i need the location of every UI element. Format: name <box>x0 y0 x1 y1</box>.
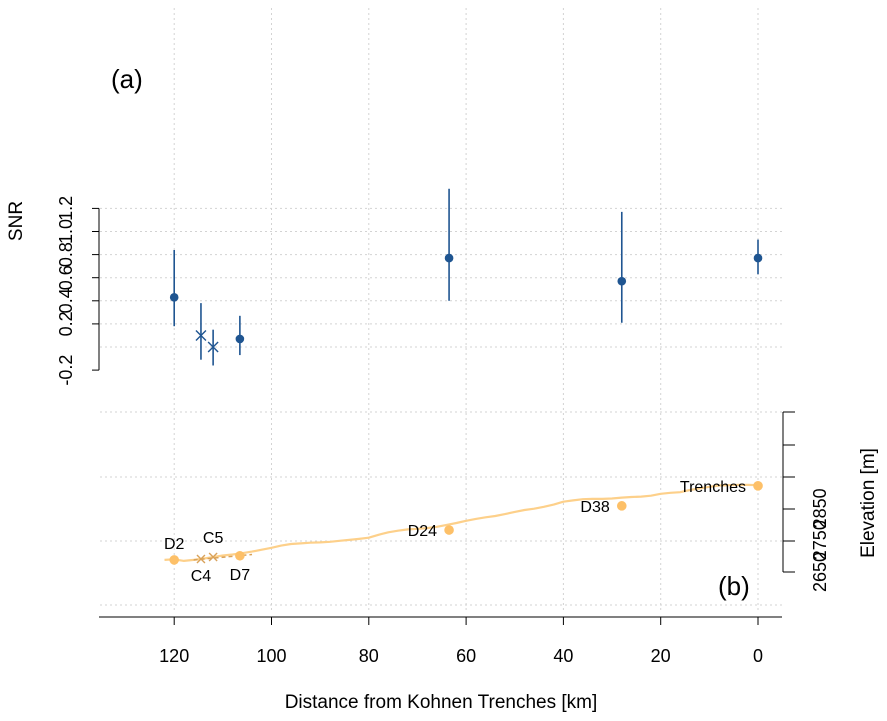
station-marker-c4 <box>196 554 206 564</box>
snr-point <box>235 334 245 344</box>
snr-tick-label: 0.8 <box>56 242 76 267</box>
grid-lines <box>100 8 782 612</box>
elevation-profile: D2 C4 C5 D7 D24 D38 Trenches <box>164 479 763 585</box>
station-marker-d24 <box>444 525 454 535</box>
snr-tick-label: -0.2 <box>56 355 76 386</box>
station-label-trenches: Trenches <box>680 479 746 496</box>
snr-tick-label: 0.4 <box>56 288 76 313</box>
elevation-tick-label: 2750 <box>810 520 830 560</box>
y-axis-label-elevation: Elevation [m] <box>858 448 879 558</box>
station-label-c5: C5 <box>203 530 224 547</box>
station-marker-d38 <box>616 501 627 511</box>
snr-tick-label: 1.0 <box>56 219 76 244</box>
snr-marks <box>169 188 763 366</box>
elevation-profile-line <box>164 483 759 562</box>
distance-tick-label: 60 <box>456 646 476 666</box>
station-marker-d7 <box>235 550 245 561</box>
elevation-tick-label: 2650 <box>810 552 830 592</box>
station-label-c4: C4 <box>191 568 212 585</box>
station-label-d2: D2 <box>164 536 185 553</box>
snr-point-cross <box>195 329 207 341</box>
snr-point-cross <box>207 341 219 353</box>
distance-tick-label: 80 <box>359 646 379 666</box>
station-marker-c5 <box>208 552 218 562</box>
snr-tick-label: 1.2 <box>56 196 76 221</box>
elevation-tick-label: 2850 <box>810 488 830 528</box>
station-marker-d2 <box>169 555 179 565</box>
station-label-d7: D7 <box>230 567 251 584</box>
station-label-d24: D24 <box>408 523 437 540</box>
station-label-d38: D38 <box>580 499 609 516</box>
distance-tick-label: 100 <box>256 646 286 666</box>
x-axis-label: Distance from Kohnen Trenches [km] <box>285 692 598 713</box>
panel-a-label: (a) <box>111 64 143 94</box>
panel-b-label: (b) <box>718 571 750 601</box>
distance-tick-label: 20 <box>651 646 671 666</box>
cross-branch-line <box>193 553 253 561</box>
snr-point <box>444 253 454 263</box>
distance-tick-label: 120 <box>159 646 189 666</box>
station-marker-trenches <box>753 481 763 491</box>
y-axis-label-snr: SNR <box>6 201 27 241</box>
snr-tick-label: 0.6 <box>56 265 76 290</box>
distance-tick-label: 0 <box>753 646 763 666</box>
snr-point <box>617 276 627 286</box>
distance-tick-label: 40 <box>553 646 573 666</box>
snr-point <box>753 253 763 263</box>
snr-point <box>169 293 179 302</box>
snr-tick-label: 0.2 <box>56 311 76 336</box>
